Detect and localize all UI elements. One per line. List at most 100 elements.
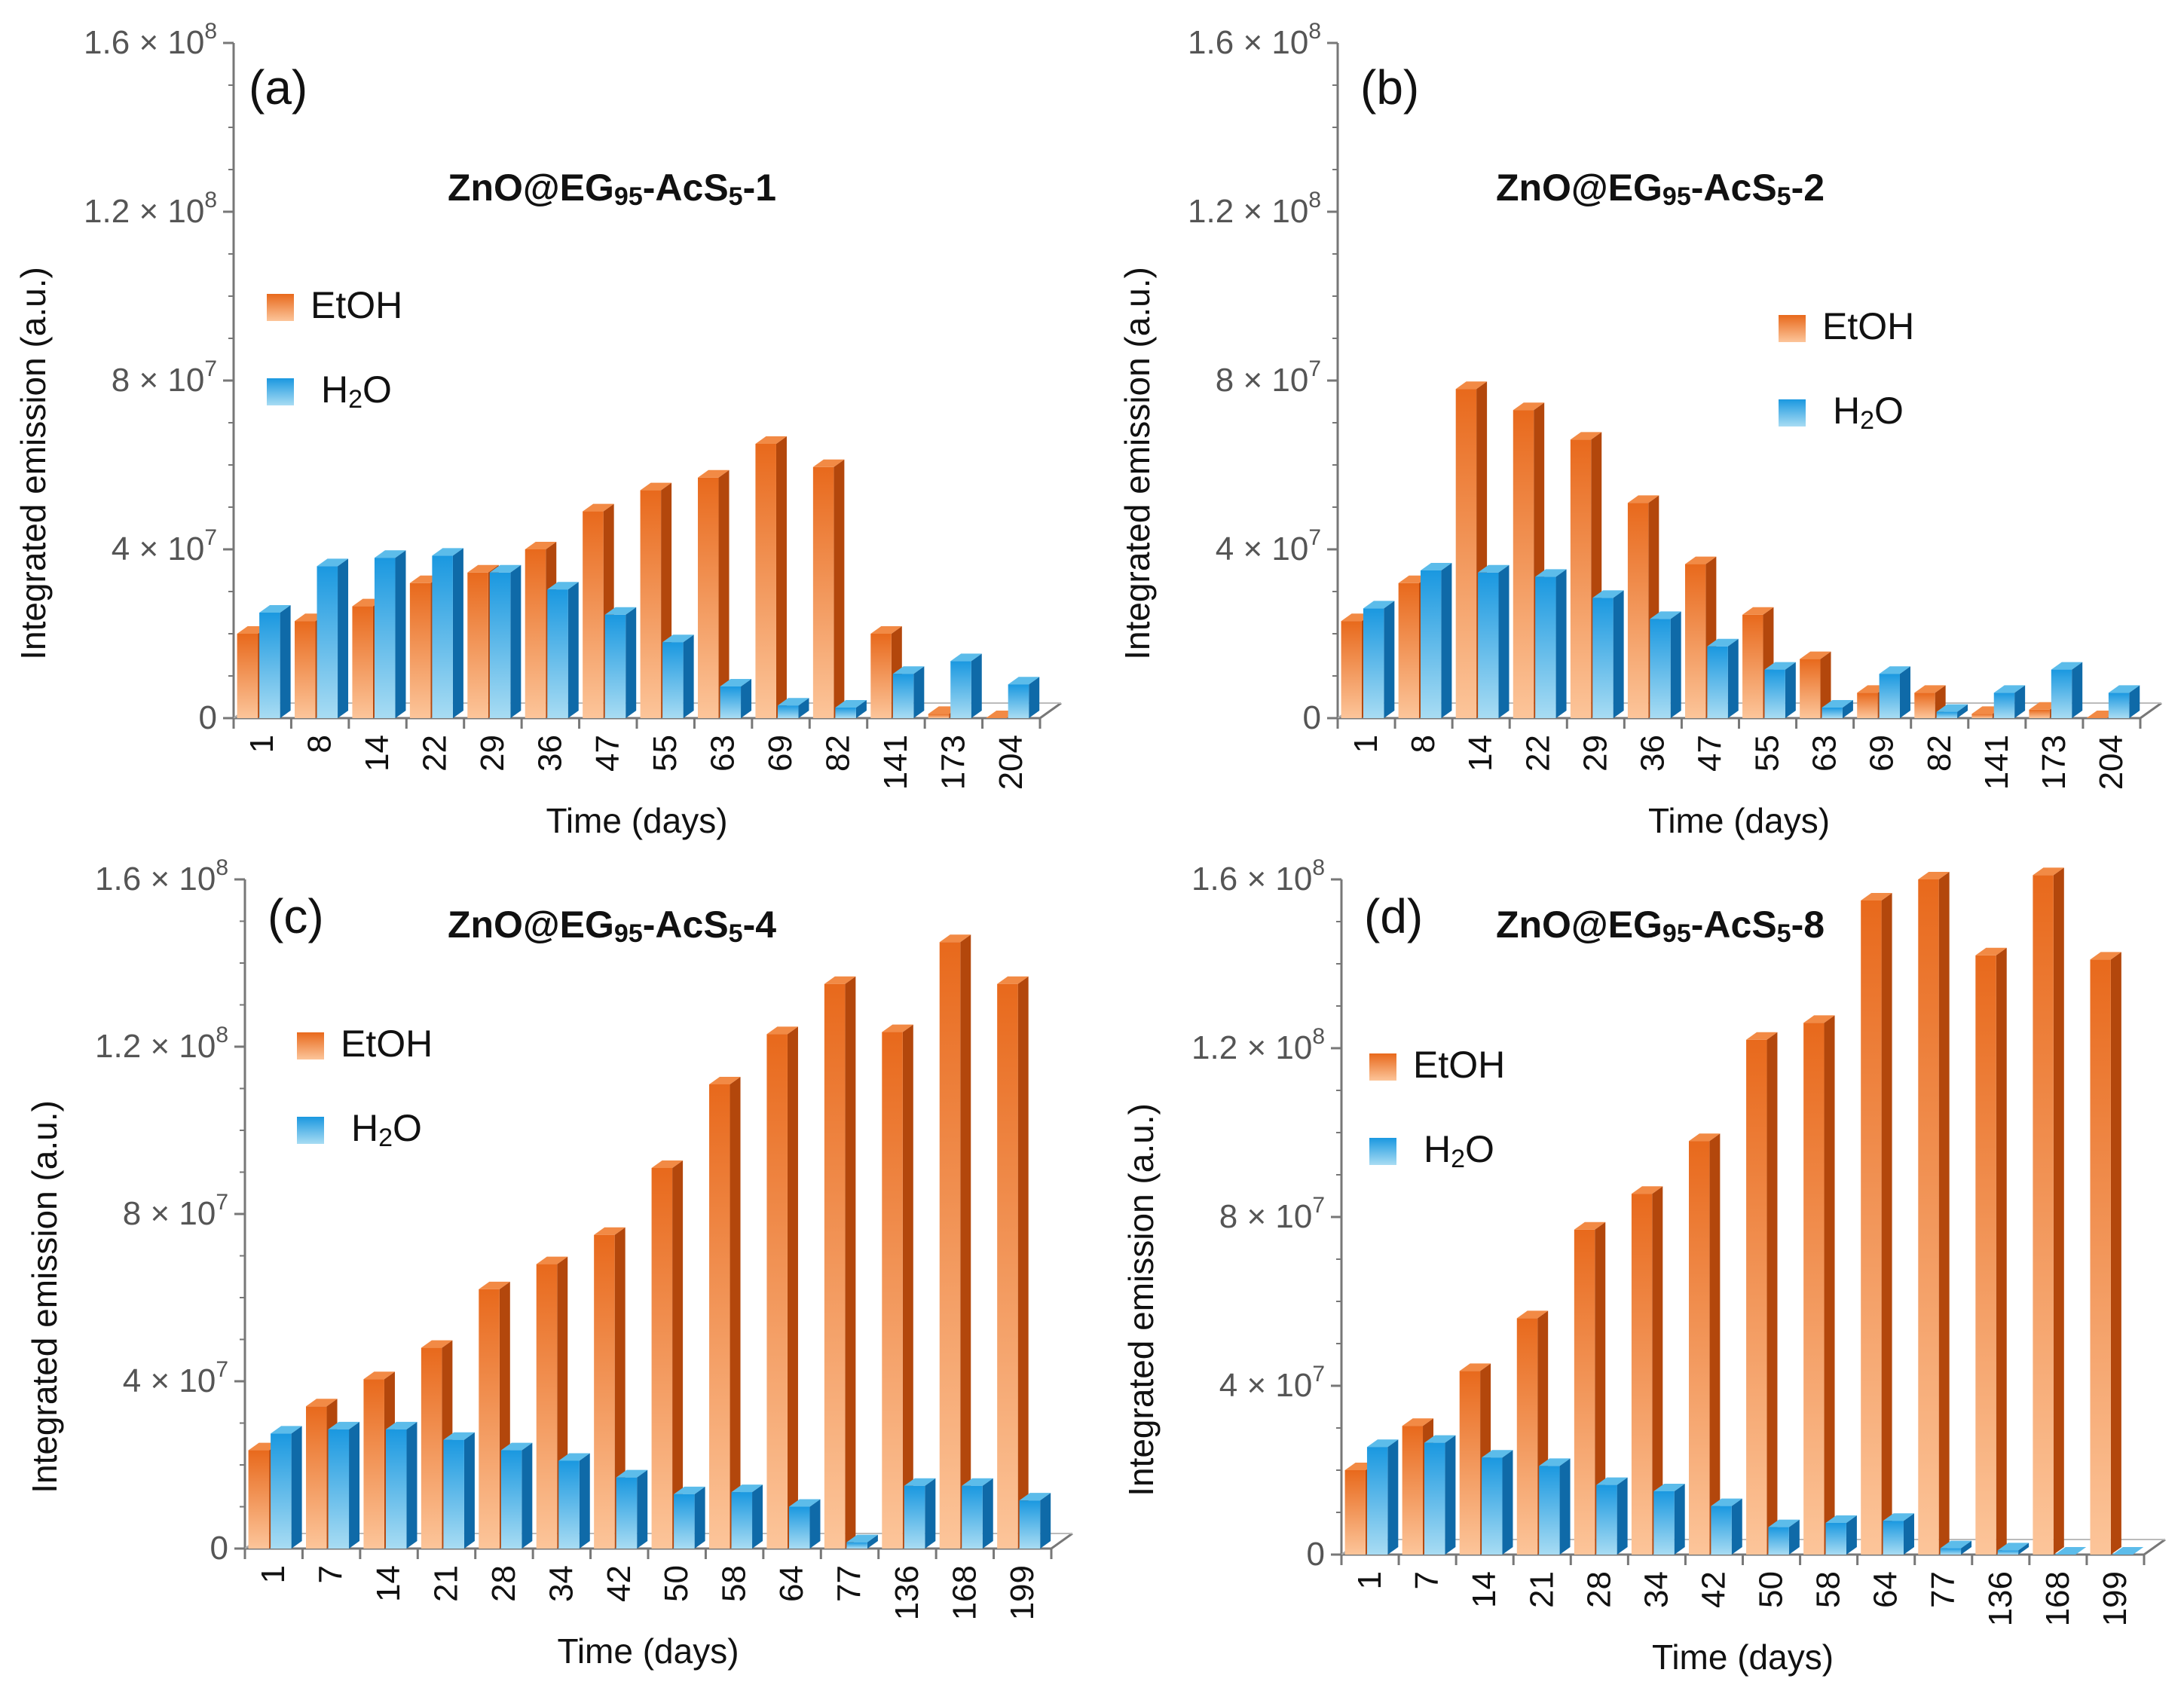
y-tick-label: 1.6 × 108 — [95, 855, 228, 897]
bar-h2o-58 — [731, 1484, 763, 1549]
bar-h2o-82 — [1936, 704, 1968, 718]
bar-h2o-55 — [1764, 662, 1796, 718]
y-axis-title: Integrated emission (a.u.) — [25, 1100, 64, 1494]
bar-h2o-21 — [1539, 1458, 1571, 1555]
legend: EtOH H2O — [297, 1023, 433, 1152]
x-tick-label: 22 — [1519, 735, 1556, 772]
bar-h2o-28 — [1596, 1477, 1628, 1555]
bar-h2o-8 — [317, 558, 349, 718]
bar-etoh-82 — [812, 459, 845, 718]
bar-etoh-168 — [939, 934, 971, 1549]
bar-h2o-21 — [443, 1432, 475, 1549]
x-tick-label: 173 — [934, 735, 971, 790]
bar-etoh-58 — [1803, 1015, 1835, 1555]
x-tick-label: 141 — [877, 735, 914, 790]
x-tick-label: 21 — [1523, 1571, 1560, 1608]
x-tick-label: 168 — [946, 1565, 983, 1620]
x-tick-label: 50 — [658, 1565, 695, 1602]
bar-etoh-21 — [1516, 1310, 1549, 1555]
bar-h2o-199 — [1019, 1493, 1051, 1549]
x-tick-label: 69 — [1864, 735, 1901, 772]
bar-h2o-47 — [604, 607, 637, 718]
panel-title: ZnO@EG95-AcS5-4 — [448, 904, 776, 948]
y-tick-label: 0 — [1303, 699, 1321, 736]
x-tick-label: 14 — [1466, 1571, 1503, 1608]
x-tick-label: 22 — [417, 735, 454, 772]
x-tick-label: 1 — [243, 735, 280, 753]
bar-h2o-63 — [720, 679, 752, 718]
panel-c: 0 4 × 107 8 × 107 1.2 × 108 1.6 × 108 1 7 14 21 2… — [25, 855, 1073, 1671]
y-tick-label: 1.6 × 108 — [1188, 19, 1321, 61]
bar-h2o-50 — [674, 1486, 705, 1549]
bar-etoh-64 — [1861, 893, 1892, 1555]
y-tick-label: 8 × 107 — [112, 356, 217, 399]
bar-h2o-42 — [1711, 1498, 1742, 1555]
bar-h2o-63 — [1822, 700, 1853, 718]
bar-h2o-69 — [777, 698, 809, 718]
x-tick-label: 14 — [370, 1565, 407, 1602]
x-tick-label: 77 — [1925, 1571, 1962, 1608]
bar-h2o-77 — [1940, 1540, 1972, 1555]
x-tick-label: 82 — [1921, 735, 1958, 772]
bar-h2o-28 — [500, 1442, 533, 1549]
panel-title: ZnO@EG95-AcS5-1 — [448, 167, 776, 211]
bar-h2o-1 — [1366, 1439, 1399, 1555]
x-tick-label: 28 — [485, 1565, 522, 1602]
bar-h2o-14 — [1482, 1450, 1513, 1555]
x-tick-label: 55 — [1749, 735, 1786, 772]
x-tick-label: 36 — [531, 735, 568, 772]
bar-h2o-77 — [846, 1534, 878, 1549]
bar-etoh-136 — [882, 1024, 913, 1549]
bar-h2o-1 — [271, 1426, 302, 1549]
x-tick-label: 14 — [359, 735, 396, 772]
bar-h2o-136 — [904, 1478, 936, 1549]
bar-etoh-199 — [997, 976, 1029, 1549]
legend: EtOH H2O — [1369, 1044, 1505, 1173]
y-tick-label: 8 × 107 — [1219, 1193, 1325, 1235]
panel-title: ZnO@EG95-AcS5-2 — [1496, 167, 1825, 211]
x-tick-label: 8 — [301, 735, 338, 753]
bar-h2o-199 — [2112, 1547, 2144, 1555]
x-tick-label: 34 — [1638, 1571, 1675, 1608]
panel-d: 0 4 × 107 8 × 107 1.2 × 108 1.6 × 108 1 7 14 21 2… — [1121, 855, 2166, 1677]
x-tick-label: 29 — [474, 735, 511, 772]
x-tick-label: 63 — [705, 735, 742, 772]
y-tick-label: 1.2 × 108 — [84, 188, 217, 230]
legend-swatch-h2o — [1779, 399, 1806, 427]
x-tick-label: 28 — [1580, 1571, 1617, 1608]
bar-h2o-64 — [1883, 1513, 1914, 1555]
bar-h2o-7 — [1424, 1435, 1456, 1555]
panel-a: 0 4 × 107 8 × 107 1.2 × 108 1.6 × 108 1 8 14 22 2… — [14, 19, 1062, 840]
y-tick-label: 0 — [1307, 1536, 1325, 1573]
bar-h2o-36 — [547, 582, 579, 718]
bar-etoh-34 — [1631, 1186, 1663, 1555]
x-tick-label: 199 — [2097, 1571, 2134, 1626]
x-axis-title: Time (days) — [546, 801, 727, 840]
bar-h2o-14 — [374, 550, 406, 718]
bar-etoh-58 — [709, 1076, 741, 1549]
bar-etoh-50 — [651, 1160, 684, 1549]
bar-h2o-173 — [2051, 662, 2083, 718]
x-tick-label: 14 — [1462, 735, 1499, 772]
bar-h2o-82 — [835, 700, 867, 718]
bar-h2o-204 — [1008, 677, 1040, 718]
bar-h2o-173 — [950, 653, 982, 718]
x-tick-label: 42 — [1695, 1571, 1732, 1608]
bar-etoh-63 — [1800, 651, 1831, 718]
legend-swatch-etoh — [1779, 315, 1806, 342]
x-tick-label: 82 — [820, 735, 857, 772]
legend-label-h2o: H2O — [351, 1107, 422, 1152]
x-tick-label: 55 — [647, 735, 684, 772]
legend-label-h2o: H2O — [1424, 1128, 1494, 1173]
x-tick-label: 168 — [2039, 1571, 2076, 1626]
y-tick-label: 1.2 × 108 — [1188, 188, 1321, 230]
legend-label-etoh: EtOH — [1413, 1044, 1505, 1086]
bar-h2o-29 — [489, 564, 522, 718]
panel-label: (a) — [249, 60, 307, 115]
bar-h2o-136 — [1997, 1543, 2030, 1555]
bar-h2o-58 — [1825, 1515, 1857, 1555]
bar-h2o-1 — [259, 605, 291, 718]
bar-h2o-141 — [1993, 685, 2026, 718]
y-axis-title: Integrated emission (a.u.) — [1118, 267, 1157, 660]
bar-h2o-34 — [1653, 1484, 1685, 1555]
